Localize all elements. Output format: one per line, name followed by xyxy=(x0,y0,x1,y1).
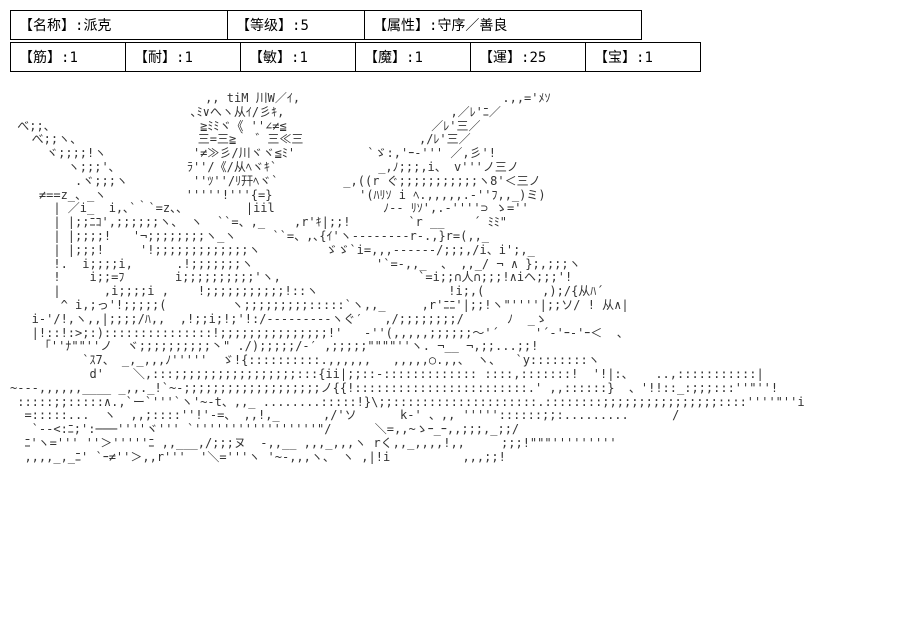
con-label: 【耐】: xyxy=(134,50,184,66)
con-value: 1 xyxy=(184,50,192,66)
trs-label: 【宝】: xyxy=(594,50,644,66)
name-value: 派克 xyxy=(83,18,111,34)
str-label: 【筋】: xyxy=(19,50,69,66)
luk-cell: 【運】:25 xyxy=(471,43,586,72)
character-ascii-art: ,, tiM 川W／ｲ, .,,='ﾒｿ ､ﾐ∨へヽ从ｲ/彡ｷ, ,／ﾚ'ﾆ／ … xyxy=(10,92,890,465)
con-cell: 【耐】:1 xyxy=(126,43,241,72)
trs-value: 1 xyxy=(644,50,652,66)
dex-cell: 【敏】:1 xyxy=(241,43,356,72)
alignment-label: 【属性】: xyxy=(373,18,437,34)
alignment-cell: 【属性】:守序／善良 xyxy=(365,11,642,40)
dex-value: 1 xyxy=(299,50,307,66)
luk-label: 【運】: xyxy=(479,50,529,66)
luk-value: 25 xyxy=(529,50,546,66)
mag-cell: 【魔】:1 xyxy=(356,43,471,72)
mag-value: 1 xyxy=(414,50,422,66)
name-label: 【名称】: xyxy=(19,18,83,34)
character-stats-table: 【筋】:1 【耐】:1 【敏】:1 【魔】:1 【運】:25 【宝】:1 xyxy=(10,42,701,72)
level-label: 【等级】: xyxy=(236,18,300,34)
level-cell: 【等级】:5 xyxy=(228,11,365,40)
alignment-value: 守序／善良 xyxy=(437,18,507,34)
trs-cell: 【宝】:1 xyxy=(586,43,701,72)
character-header-table: 【名称】:派克 【等级】:5 【属性】:守序／善良 xyxy=(10,10,642,40)
name-cell: 【名称】:派克 xyxy=(11,11,228,40)
str-value: 1 xyxy=(69,50,77,66)
dex-label: 【敏】: xyxy=(249,50,299,66)
level-value: 5 xyxy=(300,18,308,34)
mag-label: 【魔】: xyxy=(364,50,414,66)
str-cell: 【筋】:1 xyxy=(11,43,126,72)
